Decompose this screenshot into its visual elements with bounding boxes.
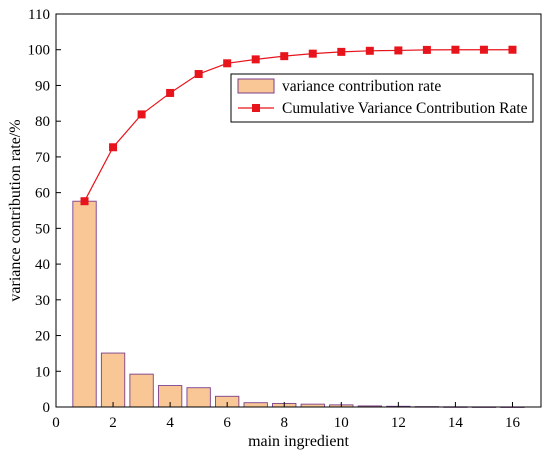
bar-series-variance [72,200,525,408]
cumulative-point [479,45,488,54]
y-tick-label: 90 [35,78,50,94]
x-tick-label: 2 [109,415,117,431]
cumulative-point [194,70,203,79]
cumulative-point [422,45,431,54]
bar [72,200,97,408]
y-tick-label: 110 [28,7,50,23]
legend-swatch-variance [237,78,275,94]
legend: variance contribution rate Cumulative Va… [230,73,534,123]
y-tick-label: 50 [35,221,50,237]
bar [243,402,268,408]
cumulative-line [83,49,513,202]
x-tick-label: 16 [505,415,521,431]
cumulative-point [166,88,175,97]
cumulative-point [251,55,260,64]
x-tick-label: 12 [391,415,406,431]
x-tick-label: 0 [52,415,60,431]
y-tick-label: 80 [35,114,50,130]
cumulative-point [280,52,289,61]
cumulative-point [137,110,146,119]
y-axis-ticks: 0 10 20 30 40 50 60 70 80 90 100 110 [28,7,61,416]
legend-label-variance: variance contribution rate [282,78,441,95]
y-tick-label: 10 [35,364,50,380]
cumulative-point [223,59,232,68]
bar [129,373,154,408]
cumulative-point [394,46,403,55]
cumulative-point [365,46,374,55]
x-axis-ticks: 0 2 4 6 8 10 12 14 16 [52,402,520,431]
bar [100,352,126,408]
line-series-cumulative [80,45,517,206]
plot-frame [55,13,542,408]
y-axis-title: variance contribution rate/% [7,119,24,301]
y-tick-label: 0 [43,400,51,416]
cumulative-point [337,47,346,56]
x-tick-label: 14 [448,415,464,431]
cumulative-point [109,143,118,152]
bar [186,387,211,408]
cumulative-point [80,197,89,206]
y-tick-label: 70 [35,150,50,166]
y-tick-label: 30 [35,293,50,309]
x-tick-label: 10 [334,415,349,431]
y-tick-label: 60 [35,186,50,202]
y-tick-label: 40 [35,257,50,273]
x-tick-label: 8 [280,415,288,431]
y-tick-label: 20 [35,329,50,345]
cumulative-point [508,45,517,54]
legend-box [230,73,534,123]
cumulative-point [308,49,317,58]
x-tick-label: 4 [166,415,174,431]
x-tick-label: 6 [223,415,231,431]
cumulative-point [451,45,460,54]
legend-label-cumulative: Cumulative Variance Contribution Rate [282,100,528,117]
y-tick-label: 100 [28,43,51,59]
legend-swatch-cumulative-marker [252,104,260,112]
x-axis-title: main ingredient [248,433,349,450]
